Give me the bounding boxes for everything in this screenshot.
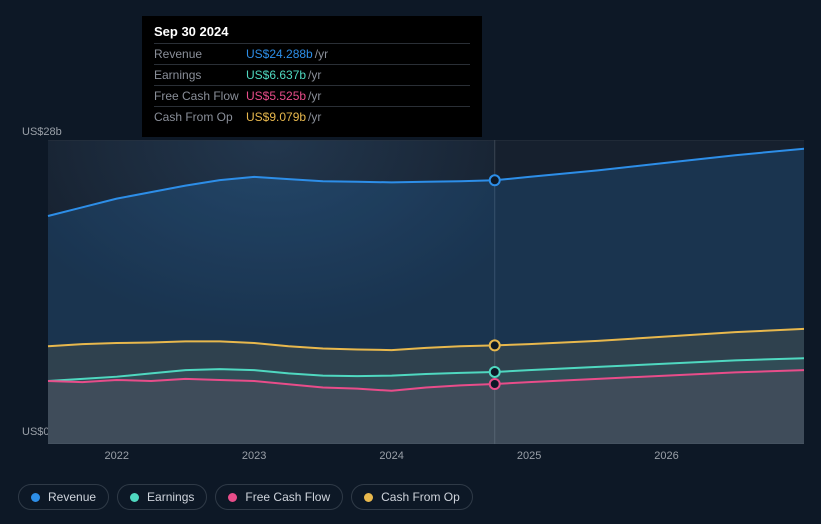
legend-item[interactable]: Revenue [18,484,109,510]
chart-tooltip: Sep 30 2024 RevenueUS$24.288b /yrEarning… [142,16,482,137]
legend-label: Earnings [147,490,194,504]
tooltip-row-label: Free Cash Flow [154,89,246,103]
tooltip-row-unit: /yr [308,110,321,124]
financials-chart: Sep 30 2024 RevenueUS$24.288b /yrEarning… [0,0,821,524]
x-tick-label: 2025 [517,450,541,462]
x-tick-label: 2022 [104,450,128,462]
legend-dot-icon [228,493,237,502]
tooltip-row-unit: /yr [308,68,321,82]
tooltip-date: Sep 30 2024 [154,24,470,43]
legend-item[interactable]: Cash From Op [351,484,473,510]
legend-dot-icon [130,493,139,502]
tooltip-row: Cash From OpUS$9.079b /yr [154,106,470,127]
series-marker-icon [490,379,500,389]
tooltip-row-label: Revenue [154,47,246,61]
tooltip-row: Free Cash FlowUS$5.525b /yr [154,85,470,106]
tooltip-row: EarningsUS$6.637b /yr [154,64,470,85]
series-marker-icon [490,340,500,350]
x-tick-label: 2023 [242,450,266,462]
tooltip-row-label: Cash From Op [154,110,246,124]
y-tick-label-max: US$28b [22,126,62,138]
tooltip-row-unit: /yr [315,47,328,61]
tooltip-row-value: US$5.525b [246,89,306,103]
tooltip-row-value: US$24.288b [246,47,313,61]
series-marker-icon [490,175,500,185]
legend-item[interactable]: Free Cash Flow [215,484,343,510]
chart-legend: Revenue Earnings Free Cash Flow Cash From O… [18,484,473,510]
x-axis: 2022 2023 2024 2025 2026 [18,450,804,470]
x-tick-label: 2024 [379,450,403,462]
legend-label: Revenue [48,490,96,504]
chart-svg [18,140,804,444]
tooltip-row-label: Earnings [154,68,246,82]
tooltip-row-value: US$9.079b [246,110,306,124]
legend-label: Cash From Op [381,490,460,504]
legend-dot-icon [31,493,40,502]
legend-item[interactable]: Earnings [117,484,207,510]
legend-label: Free Cash Flow [245,490,330,504]
tooltip-row-unit: /yr [308,89,321,103]
x-tick-label: 2026 [654,450,678,462]
legend-dot-icon [364,493,373,502]
tooltip-row: RevenueUS$24.288b /yr [154,43,470,64]
tooltip-row-value: US$6.637b [246,68,306,82]
series-marker-icon [490,367,500,377]
chart-plot-area[interactable] [18,140,804,444]
